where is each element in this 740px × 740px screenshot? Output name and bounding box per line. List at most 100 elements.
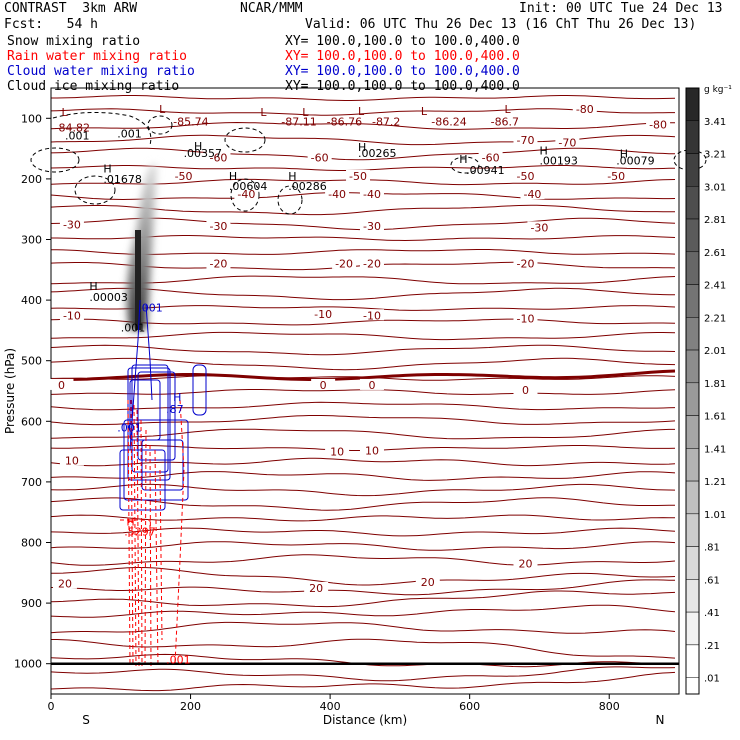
ice-contour bbox=[224, 127, 266, 153]
colorbar-cell bbox=[685, 546, 700, 580]
isotherm-label: -50 bbox=[607, 170, 625, 183]
colorbar-cell bbox=[685, 317, 700, 351]
isotherm-line bbox=[50, 567, 676, 586]
forecast-hour: Fcst: 54 h bbox=[4, 17, 98, 32]
isotherm-label-bg bbox=[234, 188, 259, 200]
isotherm-line bbox=[50, 554, 676, 566]
y-tick-label: 500 bbox=[21, 355, 42, 368]
field-cloud-ice-xy: XY= 100.0,100.0 to 100.0,400.0 bbox=[285, 79, 520, 94]
isotherm-label: -70 bbox=[558, 137, 576, 150]
isotherm-label: -10 bbox=[63, 309, 81, 322]
isotherm-label: -30 bbox=[530, 221, 548, 234]
colorbar-level-label: 1.01 bbox=[704, 510, 726, 521]
isotherm-label-bg bbox=[359, 378, 384, 390]
snow-plume bbox=[127, 164, 157, 330]
x-tick-label: 600 bbox=[459, 700, 480, 713]
isotherm-line bbox=[50, 287, 676, 301]
isotherm-label: -40 bbox=[523, 188, 541, 201]
isotherm-line bbox=[51, 235, 676, 242]
isotherm-label-bg bbox=[415, 575, 440, 587]
isotherm-label: 20 bbox=[58, 578, 72, 591]
high-marker: H bbox=[620, 147, 628, 160]
rain-water-contour bbox=[120, 519, 151, 540]
init-time: Init: 00 UTC Tue 24 Dec 13 bbox=[519, 1, 723, 16]
isotherm-label-bg bbox=[304, 581, 329, 593]
field-rain-xy: XY= 100.0,100.0 to 100.0,400.0 bbox=[285, 49, 520, 64]
ice-value-label: .001 bbox=[65, 129, 90, 142]
isotherm-line bbox=[50, 621, 676, 634]
colorbar-cell bbox=[685, 382, 700, 416]
y-tick-label: 600 bbox=[21, 415, 42, 428]
colorbar-level-label: 1.61 bbox=[704, 412, 726, 423]
low-marker: L bbox=[159, 103, 166, 116]
ice-value-label: .00003 bbox=[89, 291, 128, 304]
high-marker: H bbox=[539, 144, 547, 157]
cloud-water-label: .001 bbox=[117, 421, 141, 434]
x-tick-label: 0 bbox=[48, 700, 55, 713]
ice-contour bbox=[147, 115, 173, 135]
isotherm-label-bg bbox=[604, 169, 629, 181]
y-tick-label: 200 bbox=[21, 173, 42, 186]
isotherm-line bbox=[50, 121, 675, 130]
isotherm-label: -60 bbox=[482, 152, 500, 165]
isotherm-label-bg bbox=[646, 118, 671, 130]
isotherm-line bbox=[50, 331, 676, 341]
colorbar-cell bbox=[685, 349, 700, 384]
isotherm-label-bg bbox=[59, 454, 84, 466]
temperature-min-label: -84.82 bbox=[54, 121, 89, 134]
high-marker: H bbox=[173, 391, 181, 404]
isotherm-label: -60 bbox=[311, 152, 329, 165]
temperature-min-label: -86.7 bbox=[491, 115, 519, 128]
isotherm-label: -10 bbox=[517, 312, 535, 325]
ice-value-label: .01678 bbox=[103, 173, 142, 186]
colorbar-cell bbox=[685, 644, 700, 678]
colorbar-cell bbox=[685, 611, 700, 646]
colorbar-level-label: 3.01 bbox=[704, 182, 726, 193]
y-axis-title: Pressure (hPa) bbox=[3, 348, 17, 434]
isotherm-label: 0 bbox=[522, 384, 529, 397]
isotherm-label-bg bbox=[527, 221, 552, 233]
colorbar-level-label: 3.21 bbox=[704, 150, 726, 161]
low-marker: L bbox=[61, 106, 68, 119]
field-snow-xy: XY= 100.0,100.0 to 100.0,400.0 bbox=[285, 34, 520, 49]
isotherm-label: -20 bbox=[209, 258, 227, 271]
isotherm-label: -80 bbox=[649, 118, 667, 131]
colorbar-level-label: 2.01 bbox=[704, 346, 726, 357]
high-marker: H bbox=[459, 153, 467, 166]
ice-value-label: .00193 bbox=[539, 155, 578, 168]
ice-value-label: .00941 bbox=[466, 164, 505, 177]
isotherm-line bbox=[50, 344, 676, 356]
cloud-water-contour bbox=[192, 364, 207, 416]
isotherm-label-bg bbox=[359, 309, 384, 321]
center-label: NCAR/MMM bbox=[240, 1, 303, 16]
high-marker: H bbox=[288, 170, 296, 183]
isotherm-label-bg bbox=[49, 378, 74, 390]
field-cloud-water-name: Cloud water mixing ratio bbox=[7, 64, 195, 79]
low-marker: L bbox=[260, 106, 267, 119]
rain-water-contour bbox=[130, 399, 134, 667]
temperature-min-label: -85.74 bbox=[173, 115, 208, 128]
isotherm-line bbox=[50, 666, 676, 682]
colorbar-level-label: 1.41 bbox=[704, 444, 726, 455]
isotherm-line bbox=[50, 305, 676, 311]
isotherm-label-bg bbox=[206, 257, 231, 269]
isotherm-label: -40 bbox=[328, 188, 346, 201]
cloud-water-contour bbox=[141, 439, 184, 491]
colorbar-level-label: 1.81 bbox=[704, 379, 726, 390]
cloud-water-contour bbox=[137, 371, 176, 461]
rain-water-contour bbox=[144, 429, 147, 667]
colorbar-level-label: 2.21 bbox=[704, 313, 726, 324]
x-tick-label: 800 bbox=[599, 700, 620, 713]
field-cloud-water-xy: XY= 100.0,100.0 to 100.0,400.0 bbox=[285, 64, 520, 79]
isotherm-label-bg bbox=[513, 383, 538, 395]
colorbar-cell bbox=[685, 153, 700, 187]
isotherm-label-bg bbox=[513, 257, 538, 269]
isotherm-label-bg bbox=[359, 220, 384, 232]
ice-value-label: .001 bbox=[117, 127, 141, 140]
isotherm-label: -70 bbox=[517, 134, 535, 147]
isotherm-line bbox=[50, 428, 675, 440]
rain-water-contour bbox=[133, 404, 137, 667]
low-marker: L bbox=[505, 103, 512, 116]
ice-contour bbox=[52, 111, 152, 146]
